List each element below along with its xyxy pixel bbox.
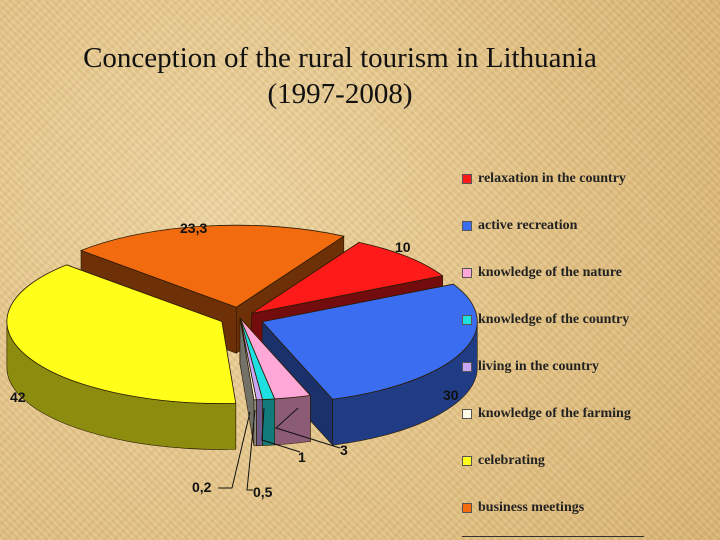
legend-bottom-line xyxy=(462,536,644,537)
legend-item: knowledge of the nature xyxy=(462,262,622,284)
leader-line xyxy=(275,407,341,449)
slice-value-label: 3 xyxy=(340,442,348,458)
legend-swatch xyxy=(462,221,472,231)
legend-swatch xyxy=(462,174,472,184)
legend-swatch xyxy=(462,409,472,419)
legend-label: relaxation in the country xyxy=(478,171,626,186)
slice-value-label: 0,2 xyxy=(192,479,212,495)
legend-swatch xyxy=(462,456,472,466)
legend-label: active recreation xyxy=(478,218,578,233)
slice-value-label: 23,3 xyxy=(180,220,207,236)
legend-swatch xyxy=(462,503,472,513)
slice-value-label: 0,5 xyxy=(253,484,273,500)
legend-label: celebrating xyxy=(478,453,545,468)
legend-item: relaxation in the country xyxy=(462,168,626,190)
leader-line xyxy=(218,411,251,489)
legend-item: knowledge of the country xyxy=(462,309,629,331)
leader-line xyxy=(261,407,301,453)
legend-label: living in the country xyxy=(478,359,599,374)
legend-item: business meetings xyxy=(462,497,584,519)
chart-title-line2: (1997-2008) xyxy=(267,78,413,110)
legend-swatch xyxy=(462,268,472,278)
legend-swatch xyxy=(462,315,472,325)
slice-value-label: 42 xyxy=(10,389,26,405)
legend-label: knowledge of the farming xyxy=(478,406,631,421)
pie-slice xyxy=(6,264,237,450)
slice-value-label: 30 xyxy=(443,387,459,403)
chart-title: Conception of the rural tourism in Lithu… xyxy=(0,40,680,112)
legend-label: business meetings xyxy=(478,500,585,515)
legend-swatch xyxy=(462,362,472,372)
pie-slice xyxy=(239,317,257,447)
legend-item: knowledge of the farming xyxy=(462,403,631,425)
legend-label: knowledge of the nature xyxy=(478,265,623,280)
legend-item: active recreation xyxy=(462,215,577,237)
legend-item: celebrating xyxy=(462,450,545,472)
legend-item: living in the country xyxy=(462,356,599,378)
legend-label: knowledge of the country xyxy=(478,312,630,327)
leader-line xyxy=(246,409,256,491)
chart-title-line1: Conception of the rural tourism in Lithu… xyxy=(83,42,597,74)
slice-value-label: 10 xyxy=(395,239,411,255)
slice-value-label: 1 xyxy=(298,449,306,465)
